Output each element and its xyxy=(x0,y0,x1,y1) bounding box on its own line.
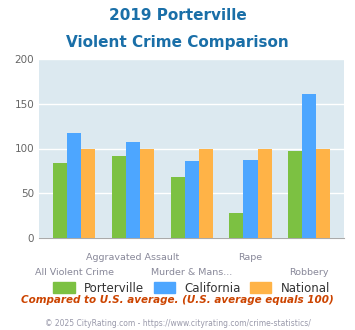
Text: Violent Crime Comparison: Violent Crime Comparison xyxy=(66,35,289,50)
Bar xyxy=(81,148,95,238)
Bar xyxy=(199,148,213,238)
Bar xyxy=(112,156,126,238)
Text: © 2025 CityRating.com - https://www.cityrating.com/crime-statistics/: © 2025 CityRating.com - https://www.city… xyxy=(45,319,310,328)
Bar xyxy=(126,142,140,238)
Text: Murder & Mans...: Murder & Mans... xyxy=(151,268,232,277)
Bar xyxy=(302,94,316,238)
Legend: Porterville, California, National: Porterville, California, National xyxy=(49,277,335,299)
Bar xyxy=(244,160,258,238)
Text: Aggravated Assault: Aggravated Assault xyxy=(86,253,180,262)
Bar xyxy=(170,177,185,238)
Text: 2019 Porterville: 2019 Porterville xyxy=(109,8,246,23)
Text: Compared to U.S. average. (U.S. average equals 100): Compared to U.S. average. (U.S. average … xyxy=(21,295,334,305)
Bar xyxy=(53,163,67,238)
Bar xyxy=(185,161,199,238)
Bar xyxy=(229,213,244,238)
Bar xyxy=(67,133,81,238)
Bar xyxy=(140,148,154,238)
Text: All Violent Crime: All Violent Crime xyxy=(34,268,114,277)
Bar xyxy=(258,148,272,238)
Text: Robbery: Robbery xyxy=(290,268,329,277)
Bar xyxy=(316,148,331,238)
Bar xyxy=(288,151,302,238)
Text: Rape: Rape xyxy=(239,253,263,262)
